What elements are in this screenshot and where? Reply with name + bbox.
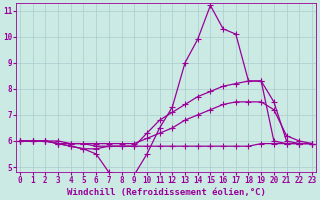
X-axis label: Windchill (Refroidissement éolien,°C): Windchill (Refroidissement éolien,°C) (67, 188, 265, 197)
